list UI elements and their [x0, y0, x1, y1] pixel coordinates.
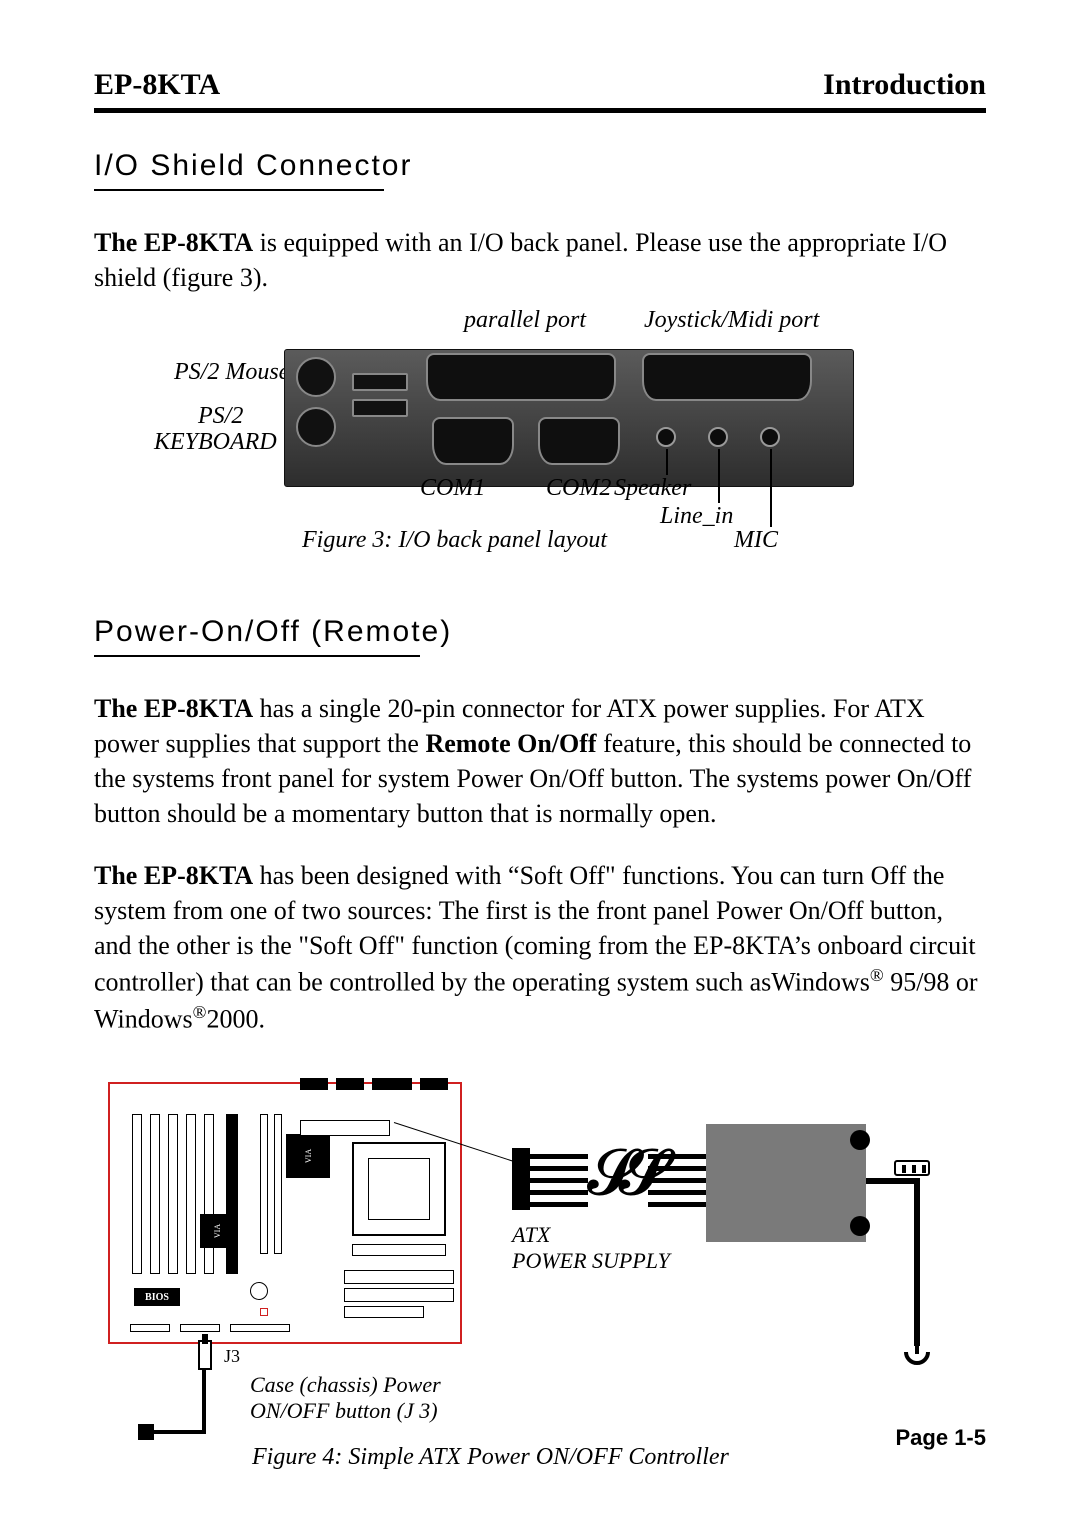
- label-ps2-kbd-l2: KEYBOARD: [154, 429, 277, 456]
- port-com1: [432, 417, 514, 465]
- header-rule: [94, 108, 986, 113]
- cable-plug: [512, 1148, 530, 1210]
- page-footer: Page 1-5: [896, 1425, 987, 1451]
- atx-header: [300, 1120, 390, 1136]
- label-ps2-mouse: PS/2 Mouse: [174, 359, 289, 386]
- leader-mic: [770, 449, 772, 527]
- label-com2: COM2: [546, 475, 611, 502]
- section2-paragraph-1: The EP-8KTA has a single 20-pin connecto…: [94, 691, 986, 831]
- j3-connector: [198, 1340, 212, 1370]
- port-ps2-mouse: [296, 357, 336, 397]
- label-joystick-midi: Joystick/Midi port: [644, 307, 819, 334]
- label-linein: Line_in: [660, 503, 733, 530]
- motherboard: VIA VIA BIOS: [108, 1082, 462, 1344]
- figure-3: parallel port Joystick/Midi port PS/2 Mo…: [94, 307, 986, 607]
- bios-chip: BIOS: [134, 1288, 180, 1306]
- figure-4-caption: Figure 4: Simple ATX Power ON/OFF Contro…: [252, 1444, 729, 1471]
- cpu-socket: [352, 1142, 446, 1236]
- header-right: Introduction: [823, 68, 986, 102]
- ac-cord-h: [866, 1178, 920, 1184]
- label-ps2-kbd-l1: PS/2: [198, 403, 243, 430]
- chip-via-2: VIA: [286, 1134, 330, 1178]
- leader-speaker: [666, 449, 668, 475]
- label-com1: COM1: [420, 475, 485, 502]
- label-case-l1: Case (chassis) Power: [250, 1372, 441, 1398]
- label-atx-l1: ATX: [512, 1222, 550, 1248]
- section1-underline: [94, 189, 384, 191]
- label-case-l2: ON/OFF button (J 3): [250, 1398, 438, 1424]
- port-usb-2: [352, 399, 408, 417]
- section2-paragraph-2: The EP-8KTA has been designed with “Soft…: [94, 858, 986, 1037]
- section1-paragraph: The EP-8KTA is equipped with an I/O back…: [94, 225, 986, 295]
- psu-box: [706, 1124, 866, 1242]
- port-gameport: [642, 353, 812, 401]
- label-j3: J3: [224, 1346, 240, 1367]
- section1-title: I/O Shield Connector: [94, 149, 986, 183]
- label-mic: MIC: [734, 527, 778, 554]
- label-atx-l2: POWER SUPPLY: [512, 1248, 670, 1274]
- port-parallel: [426, 353, 616, 401]
- ac-cord-v: [914, 1178, 920, 1346]
- port-usb-1: [352, 373, 408, 391]
- cable-break-icon: 𝒮𝒮: [588, 1136, 651, 1210]
- ac-socket-icon: [894, 1160, 930, 1176]
- header-left: EP-8KTA: [94, 68, 220, 102]
- chip-via-1: VIA: [200, 1214, 234, 1248]
- label-speaker: Speaker: [614, 475, 691, 502]
- figure-4: VIA VIA BIOS: [94, 1062, 986, 1522]
- section2-title: Power-On/Off (Remote): [94, 615, 986, 649]
- port-com2: [538, 417, 620, 465]
- power-button-icon: [138, 1424, 154, 1440]
- port-ps2-keyboard: [296, 407, 336, 447]
- figure-3-caption: Figure 3: I/O back panel layout: [302, 527, 607, 554]
- section2-underline: [94, 655, 420, 657]
- plug-icon: [900, 1338, 934, 1378]
- label-parallel-port: parallel port: [464, 307, 586, 334]
- leader-linein: [718, 449, 720, 503]
